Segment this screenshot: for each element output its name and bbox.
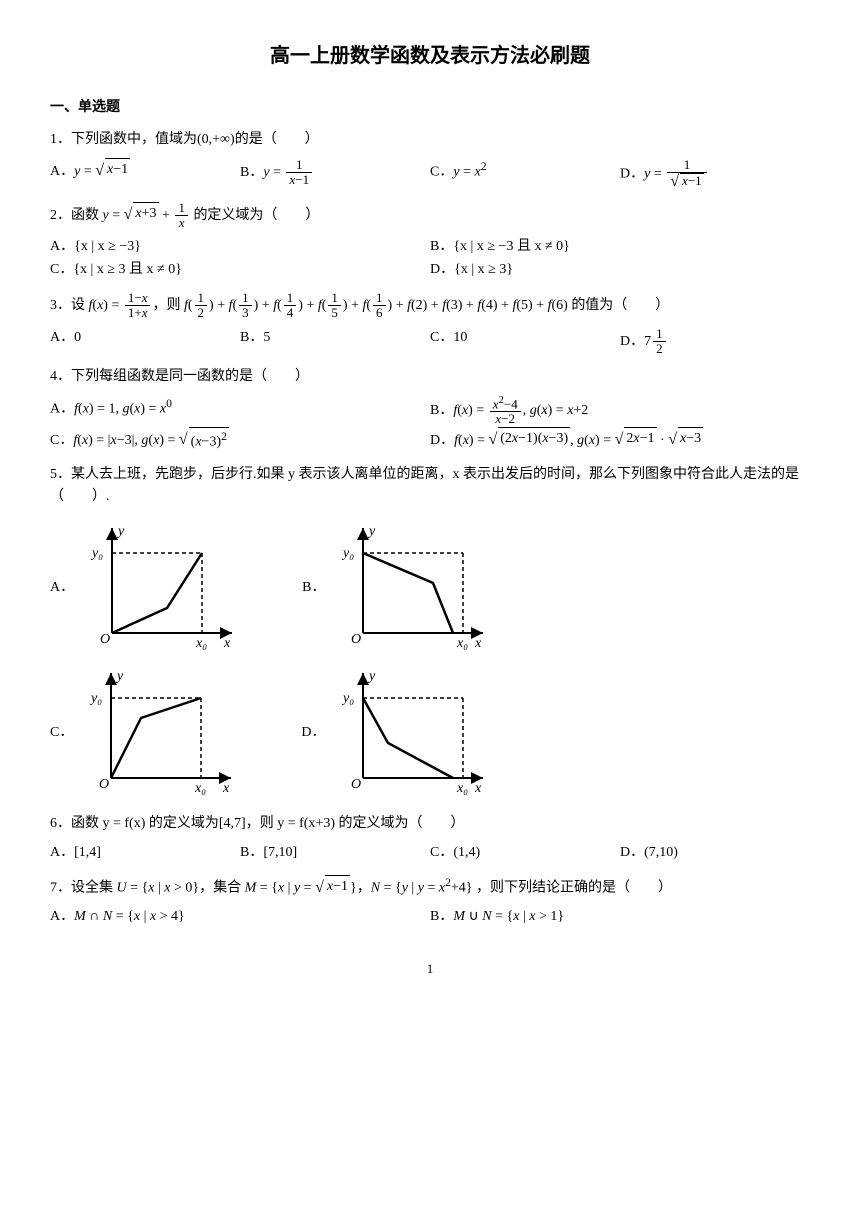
q2-opt-d: D．{x | x ≥ 3}: [430, 259, 810, 281]
q3-opt-c: C．10: [430, 327, 620, 357]
q3-opt-d: D．712: [620, 327, 810, 357]
graph-d: O y₀ x₀ x y: [333, 668, 493, 798]
svg-text:y: y: [116, 524, 125, 539]
section-header: 一、单选题: [50, 97, 810, 119]
svg-text:x₀: x₀: [456, 781, 468, 796]
svg-text:y: y: [115, 669, 124, 684]
question-7: 7．设全集 U = {x | x > 0}，集合 M = {x | y = √x…: [50, 874, 810, 929]
svg-text:x: x: [222, 781, 230, 796]
page-number: 1: [50, 959, 810, 980]
q4-opt-c: C．f(x) = |x−3|, g(x) = √(x−3)2: [50, 427, 430, 454]
q7-opt-b: B．M ∪ N = {x | x > 1}: [430, 906, 810, 928]
svg-text:y₀: y₀: [341, 691, 354, 706]
q4-opt-b: B．f(x) = x2−4x−2, g(x) = x+2: [430, 395, 810, 427]
page-title: 高一上册数学函数及表示方法必刷题: [50, 40, 810, 72]
graph-a: O y₀ x₀ x y: [82, 523, 242, 653]
svg-text:x: x: [223, 636, 231, 651]
svg-text:O: O: [351, 632, 361, 647]
question-3: 3．设 f(x) = 1−x1+x，则 f(12) + f(13) + f(14…: [50, 291, 810, 356]
graph-c: O y₀ x₀ x y: [81, 668, 241, 798]
svg-text:x: x: [474, 636, 482, 651]
q6-opt-b: B．[7,10]: [240, 842, 430, 864]
q1-opt-d: D．y = 1√x−1: [620, 158, 810, 191]
q6-opt-a: A．[1,4]: [50, 842, 240, 864]
svg-text:y: y: [367, 524, 376, 539]
q2-opt-c: C．{x | x ≥ 3 且 x ≠ 0}: [50, 259, 430, 281]
svg-text:x₀: x₀: [456, 636, 468, 651]
q5-opt-b: B． O y₀ x₀ x y: [302, 523, 493, 653]
q4-opt-a: A．f(x) = 1, g(x) = x0: [50, 395, 430, 427]
svg-text:y₀: y₀: [90, 546, 103, 561]
question-2: 2．函数 y = √x+3 + 1x 的定义域为（ ） A．{x | x ≥ −…: [50, 201, 810, 281]
question-5: 5．某人去上班，先跑步，后步行.如果 y 表示该人离单位的距离，x 表示出发后的…: [50, 464, 810, 799]
q6-stem: 6．函数 y = f(x) 的定义域为[4,7]，则 y = f(x+3) 的定…: [50, 813, 810, 835]
svg-text:O: O: [99, 777, 109, 792]
q1-opt-a: A．y = √x−1: [50, 158, 240, 191]
question-4: 4．下列每组函数是同一函数的是（ ） A．f(x) = 1, g(x) = x0…: [50, 366, 810, 453]
q5-opt-d: D． O y₀ x₀ x y: [301, 668, 493, 798]
svg-text:x₀: x₀: [195, 636, 207, 651]
q7-opt-a: A．M ∩ N = {x | x > 4}: [50, 906, 430, 928]
q6-opt-c: C．(1,4): [430, 842, 620, 864]
q2-stem: 2．函数 y = √x+3 + 1x 的定义域为（ ）: [50, 201, 810, 231]
svg-text:O: O: [351, 777, 361, 792]
q4-opt-d: D．f(x) = √(2x−1)(x−3), g(x) = √2x−1 · √x…: [430, 427, 810, 454]
q2-opt-b: B．{x | x ≥ −3 且 x ≠ 0}: [430, 236, 810, 258]
q3-stem: 3．设 f(x) = 1−x1+x，则 f(12) + f(13) + f(14…: [50, 291, 810, 321]
q5-opt-c: C． O y₀ x₀ x y: [50, 668, 241, 798]
svg-text:y₀: y₀: [89, 691, 102, 706]
graph-b: O y₀ x₀ x y: [333, 523, 493, 653]
question-1: 1．下列函数中，值域为(0,+∞)的是（ ） A．y = √x−1 B．y = …: [50, 129, 810, 190]
q1-opt-c: C．y = x2: [430, 158, 620, 191]
svg-text:x₀: x₀: [194, 781, 206, 796]
q7-stem: 7．设全集 U = {x | x > 0}，集合 M = {x | y = √x…: [50, 874, 810, 900]
svg-text:y₀: y₀: [341, 546, 354, 561]
q1-stem: 1．下列函数中，值域为(0,+∞)的是（ ）: [50, 129, 810, 151]
q6-opt-d: D．(7,10): [620, 842, 810, 864]
q5-opt-a: A． O y₀ x₀ x y: [50, 523, 242, 653]
q2-opt-a: A．{x | x ≥ −3}: [50, 236, 430, 258]
q3-opt-a: A．0: [50, 327, 240, 357]
svg-text:x: x: [474, 781, 482, 796]
q4-stem: 4．下列每组函数是同一函数的是（ ）: [50, 366, 810, 388]
question-6: 6．函数 y = f(x) 的定义域为[4,7]，则 y = f(x+3) 的定…: [50, 813, 810, 864]
svg-text:y: y: [367, 669, 376, 684]
q3-opt-b: B．5: [240, 327, 430, 357]
q5-stem: 5．某人去上班，先跑步，后步行.如果 y 表示该人离单位的距离，x 表示出发后的…: [50, 464, 810, 509]
svg-text:O: O: [100, 632, 110, 647]
q1-opt-b: B．y = 1x−1: [240, 158, 430, 191]
